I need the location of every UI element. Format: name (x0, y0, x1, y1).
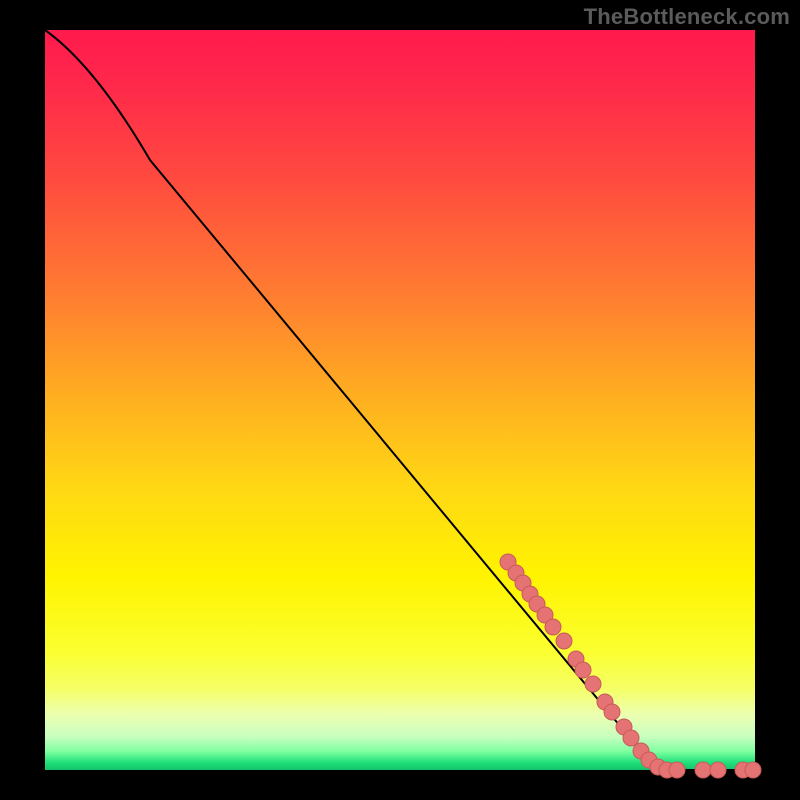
plot-background (45, 30, 755, 770)
data-point (710, 762, 726, 778)
data-point (575, 662, 591, 678)
chart-container: TheBottleneck.com (0, 0, 800, 800)
data-point (585, 676, 601, 692)
data-point (604, 704, 620, 720)
data-point (623, 730, 639, 746)
data-point (545, 619, 561, 635)
data-point (556, 633, 572, 649)
data-point (669, 762, 685, 778)
data-point (745, 762, 761, 778)
data-point (695, 762, 711, 778)
chart-svg (0, 0, 800, 800)
watermark-text: TheBottleneck.com (584, 4, 790, 30)
